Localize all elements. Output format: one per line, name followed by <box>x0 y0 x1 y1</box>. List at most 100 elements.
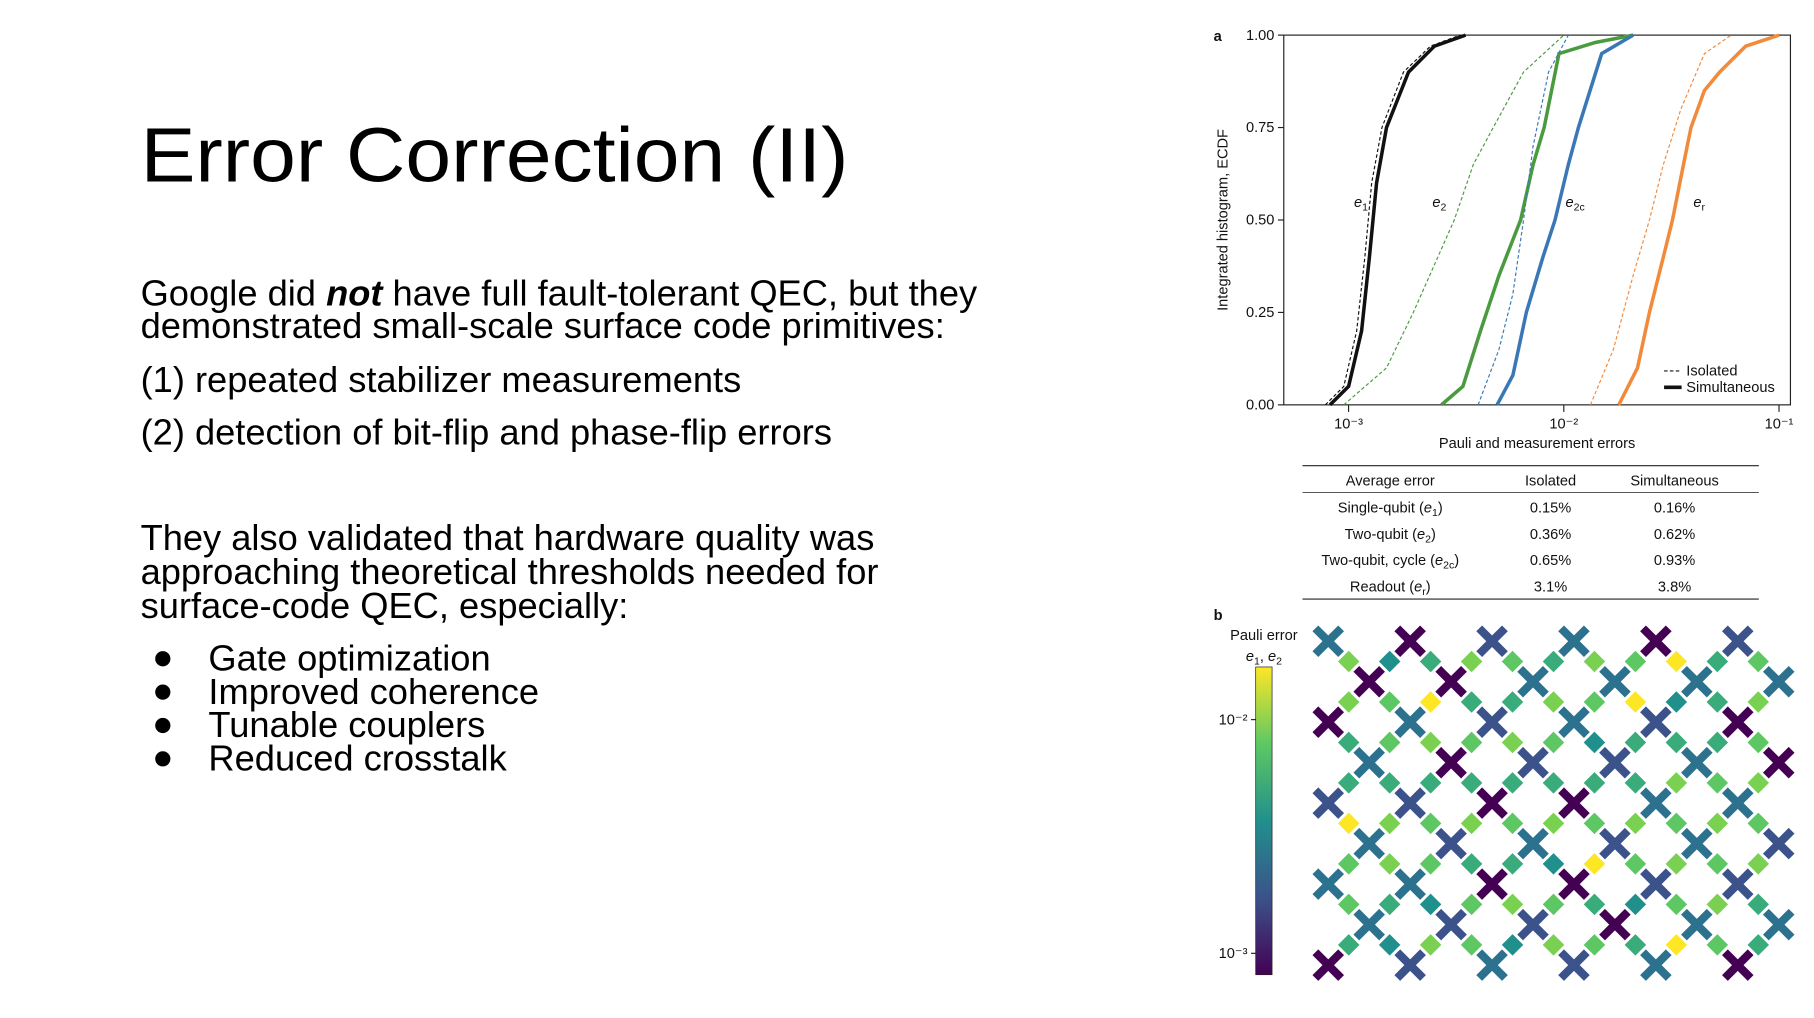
qubit <box>1394 868 1426 900</box>
text-part: e <box>1424 501 1432 517</box>
y-tick-label: 0.50 <box>1246 213 1274 229</box>
coupler <box>1419 650 1442 673</box>
coupler <box>1419 772 1442 794</box>
qubit <box>1722 625 1754 657</box>
coupler <box>1747 853 1770 875</box>
coupler <box>1419 731 1442 754</box>
qubit <box>1353 665 1385 698</box>
isolated-curve <box>1324 34 1461 406</box>
coupler <box>1337 772 1360 794</box>
validation-line: They also validated that hardware qualit… <box>141 517 875 558</box>
coupler <box>1706 650 1729 673</box>
qubit <box>1353 827 1385 860</box>
figure: a 0.00 0.25 0.50 0.75 1.00 10⁻³ 10⁻² 10⁻¹ Pauli a… <box>1214 28 1795 981</box>
text-part: 2c <box>1443 560 1454 572</box>
coupler <box>1706 893 1729 916</box>
text-part: r <box>1701 202 1705 214</box>
coupler <box>1542 731 1565 754</box>
coupler <box>1747 691 1770 713</box>
bullet-text: Gate optimization <box>208 637 490 678</box>
coupler <box>1747 893 1770 916</box>
x-axis-label: Pauli and measurement errors <box>1439 436 1636 452</box>
simultaneous-curve <box>1495 33 1635 406</box>
y-tick-label: 1.00 <box>1246 28 1274 44</box>
coupler <box>1747 812 1770 835</box>
qubit <box>1558 868 1590 900</box>
qubit <box>1722 787 1754 819</box>
coupler <box>1337 812 1360 835</box>
coupler <box>1665 691 1688 713</box>
y-axis-label: Integrated histogram, ECDF <box>1216 129 1232 311</box>
curve-label: er <box>1693 195 1705 214</box>
text-part: e <box>1693 195 1701 211</box>
text-part: Google did <box>141 272 327 313</box>
qubit <box>1722 949 1754 981</box>
simultaneous-curve <box>1440 33 1634 407</box>
validation-line: surface-code QEC, especially: <box>141 585 629 626</box>
coupler <box>1583 772 1606 794</box>
coupler <box>1419 691 1442 713</box>
coupler <box>1542 853 1565 875</box>
coupler <box>1378 853 1401 875</box>
row-label: Readout (er) <box>1350 579 1431 598</box>
qubit <box>1762 827 1795 860</box>
qubit <box>1762 665 1795 698</box>
qubit <box>1640 625 1672 657</box>
table-cell: 3.8% <box>1658 579 1691 595</box>
text-part: ) <box>1431 527 1436 543</box>
coupler <box>1624 893 1647 916</box>
qubit-grid <box>1312 625 1795 981</box>
text-part: Single-qubit ( <box>1338 501 1424 517</box>
coupler <box>1583 731 1606 754</box>
qubit <box>1681 908 1713 941</box>
intro-line: Google did not have full fault-tolerant … <box>141 272 978 313</box>
text-part: e <box>1435 553 1443 569</box>
x-tick-label: 10⁻² <box>1549 416 1578 432</box>
text-part: 2 <box>1441 202 1447 214</box>
bullet-dot <box>155 751 171 767</box>
text-part: e <box>1268 649 1276 665</box>
coupler <box>1583 650 1606 673</box>
coupler <box>1460 650 1483 673</box>
qubit <box>1558 706 1590 738</box>
table-cell: 0.93% <box>1654 553 1695 569</box>
qubit <box>1435 827 1467 860</box>
qubit <box>1312 787 1345 819</box>
table-cell: 0.16% <box>1654 501 1695 517</box>
coupler <box>1583 691 1606 713</box>
qubit <box>1394 787 1426 819</box>
coupler <box>1337 934 1360 956</box>
qubit <box>1599 908 1631 941</box>
coupler <box>1501 650 1524 673</box>
bullet-dot <box>155 651 171 667</box>
qubit <box>1353 908 1385 941</box>
qubit <box>1599 665 1631 698</box>
bullet-text: Reduced crosstalk <box>208 738 507 779</box>
text-part: e <box>1354 195 1362 211</box>
coupler <box>1337 853 1360 875</box>
curve-label: e2c <box>1566 195 1585 214</box>
text-part: ) <box>1438 501 1443 517</box>
qubit <box>1394 625 1426 657</box>
coupler <box>1624 812 1647 835</box>
qubit <box>1681 827 1713 860</box>
table-cell: 0.62% <box>1654 527 1695 543</box>
point: (1) repeated stabilizer measurements <box>141 359 742 400</box>
isolated-curve <box>1477 34 1569 406</box>
curve-label: e1 <box>1354 195 1368 214</box>
text-part: 2 <box>1425 533 1431 545</box>
text-part: r <box>1422 586 1426 598</box>
table-cell: 3.1% <box>1534 579 1567 595</box>
coupler <box>1460 853 1483 875</box>
qubit <box>1312 625 1345 657</box>
coupler <box>1501 812 1524 835</box>
coupler <box>1419 934 1442 956</box>
text-part: , <box>1260 649 1268 665</box>
curve-label: e2 <box>1432 195 1446 214</box>
point: (2) detection of bit-flip and phase-flip… <box>141 412 832 453</box>
coupler <box>1542 893 1565 916</box>
coupler <box>1624 650 1647 673</box>
qubit <box>1762 908 1795 941</box>
